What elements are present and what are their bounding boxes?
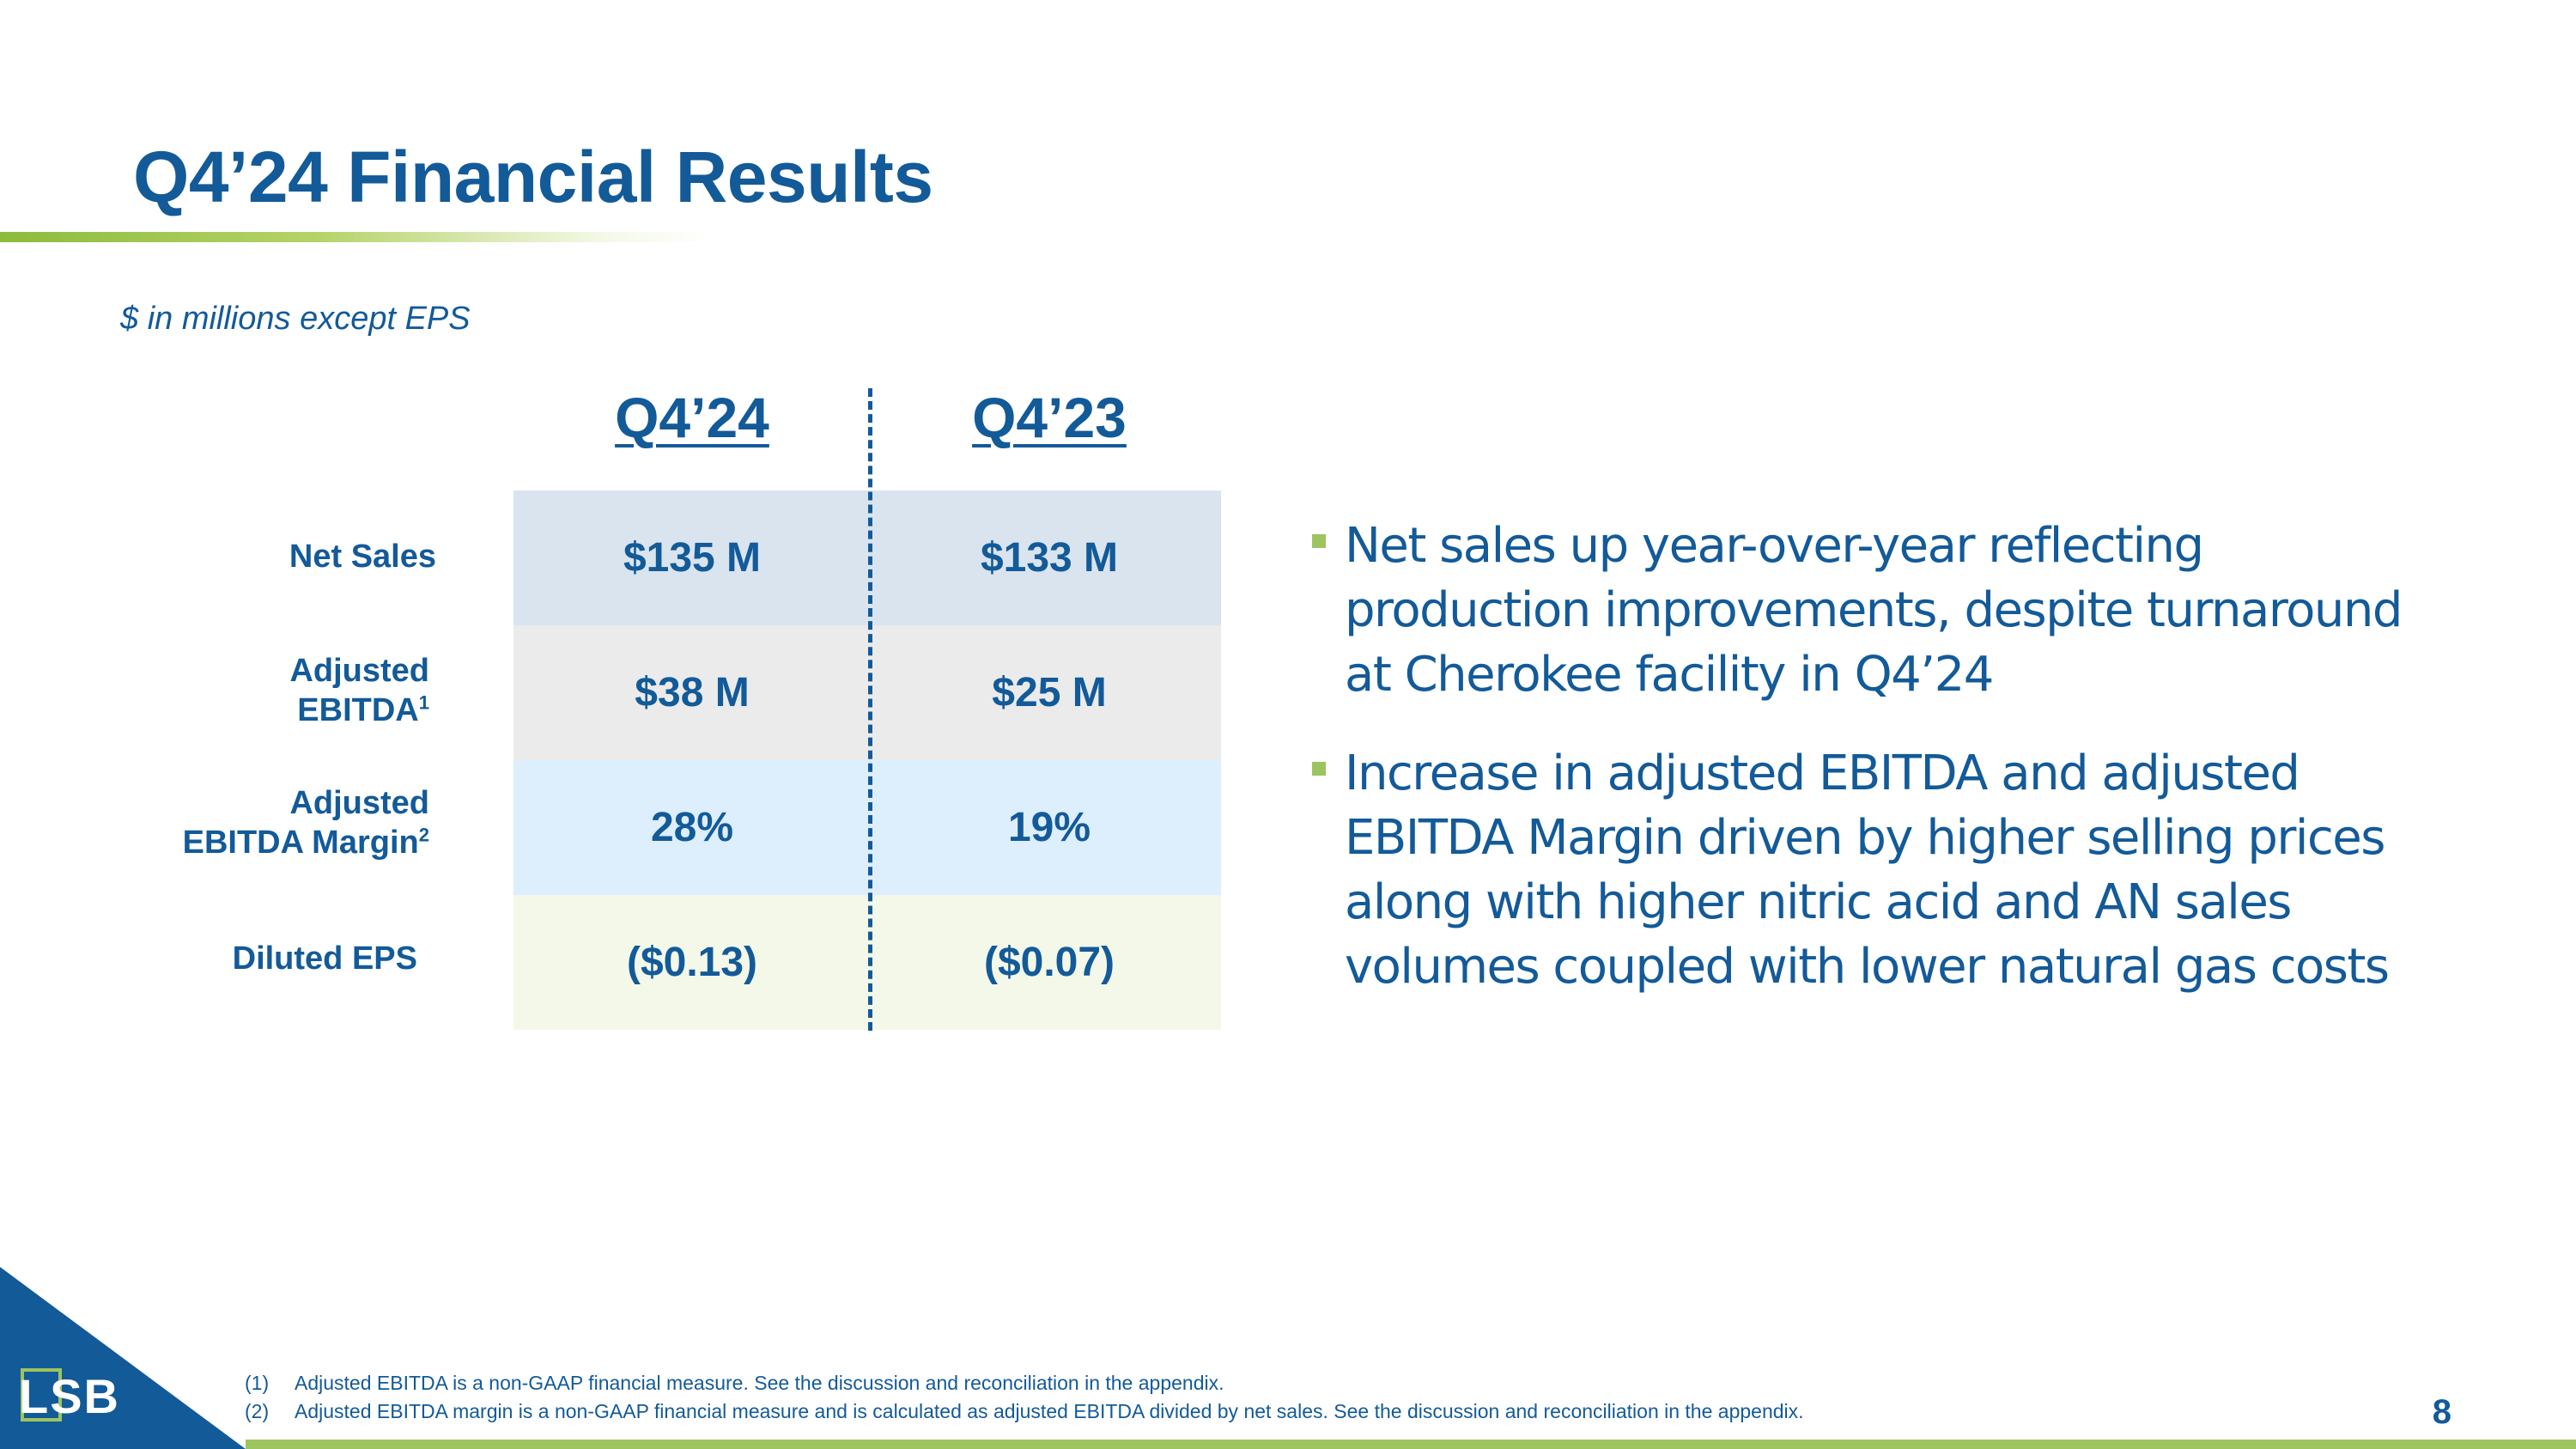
row-label-diluted-eps: Diluted EPS bbox=[233, 939, 417, 978]
table-row-adjusted-ebitda: $38 M $25 M bbox=[513, 625, 1221, 760]
bullet-square-icon bbox=[1312, 534, 1326, 548]
bullet-square-icon bbox=[1312, 762, 1326, 776]
footnote-number: (1) bbox=[245, 1372, 270, 1394]
footnote-text: Adjusted EBITDA is a non-GAAP financial … bbox=[295, 1372, 1224, 1394]
table-cell: ($0.13) bbox=[626, 940, 758, 985]
bullet-item: Net sales up year-over-year reflecting p… bbox=[1312, 514, 2428, 707]
title-underline-rule bbox=[0, 232, 713, 242]
row-label-text: Adjusted bbox=[289, 653, 429, 689]
column-divider bbox=[868, 388, 872, 1031]
commentary-bullets: Net sales up year-over-year reflecting p… bbox=[1312, 514, 2428, 1033]
row-label-adjusted-ebitda: Adjusted EBITDA1 bbox=[289, 651, 429, 730]
table-cell: $38 M bbox=[635, 670, 750, 715]
footnote-item: (2) Adjusted EBITDA margin is a non-GAAP … bbox=[245, 1397, 1804, 1426]
company-logo: LSB bbox=[19, 1368, 120, 1423]
row-label-text: Net Sales bbox=[289, 539, 436, 575]
footer-rule bbox=[246, 1440, 2576, 1449]
bullet-text: Net sales up year-over-year reflecting p… bbox=[1345, 518, 2403, 703]
row-label-text-line2: EBITDA1 bbox=[289, 691, 429, 730]
units-note: $ in millions except EPS bbox=[120, 301, 471, 337]
footnote-marker: 1 bbox=[418, 691, 429, 714]
table-cell: $135 M bbox=[623, 535, 762, 581]
row-label-text: EBITDA Margin bbox=[182, 825, 419, 861]
row-label-text: Adjusted bbox=[289, 785, 429, 821]
table-row-net-sales: $135 M $133 M bbox=[513, 490, 1221, 625]
slide-title: Q4’24 Financial Results bbox=[133, 137, 933, 217]
logo-frame bbox=[21, 1368, 62, 1422]
table-cell: ($0.07) bbox=[983, 940, 1115, 985]
footnote-text: Adjusted EBITDA margin is a non-GAAP fin… bbox=[295, 1400, 1804, 1422]
row-label-net-sales: Net Sales bbox=[289, 537, 436, 576]
row-label-text-line2: EBITDA Margin2 bbox=[183, 823, 429, 862]
table-cell: $133 M bbox=[980, 535, 1119, 581]
footnote-marker: 2 bbox=[418, 824, 429, 846]
bullet-item: Increase in adjusted EBITDA and adjusted… bbox=[1312, 741, 2428, 999]
table-cell: $25 M bbox=[992, 670, 1107, 715]
table-row-diluted-eps: ($0.13) ($0.07) bbox=[513, 895, 1221, 1030]
table-cell: 19% bbox=[1007, 805, 1091, 850]
table-row-adjusted-ebitda-margin: 28% 19% bbox=[513, 760, 1221, 895]
column-header-q4-24: Q4’24 bbox=[615, 386, 769, 449]
page-number: 8 bbox=[2432, 1393, 2451, 1431]
row-label-text: EBITDA bbox=[297, 692, 419, 728]
footnote-item: (1) Adjusted EBITDA is a non-GAAP financi… bbox=[245, 1369, 1804, 1397]
row-label-adjusted-ebitda-margin: Adjusted EBITDA Margin2 bbox=[183, 783, 429, 862]
table-cell: 28% bbox=[650, 805, 734, 850]
column-header-q4-23: Q4’23 bbox=[972, 386, 1127, 449]
row-label-text: Diluted EPS bbox=[232, 941, 417, 977]
footnote-number: (2) bbox=[245, 1400, 270, 1422]
footnotes: (1) Adjusted EBITDA is a non-GAAP financi… bbox=[245, 1369, 1804, 1426]
bullet-text: Increase in adjusted EBITDA and adjusted… bbox=[1345, 746, 2390, 995]
